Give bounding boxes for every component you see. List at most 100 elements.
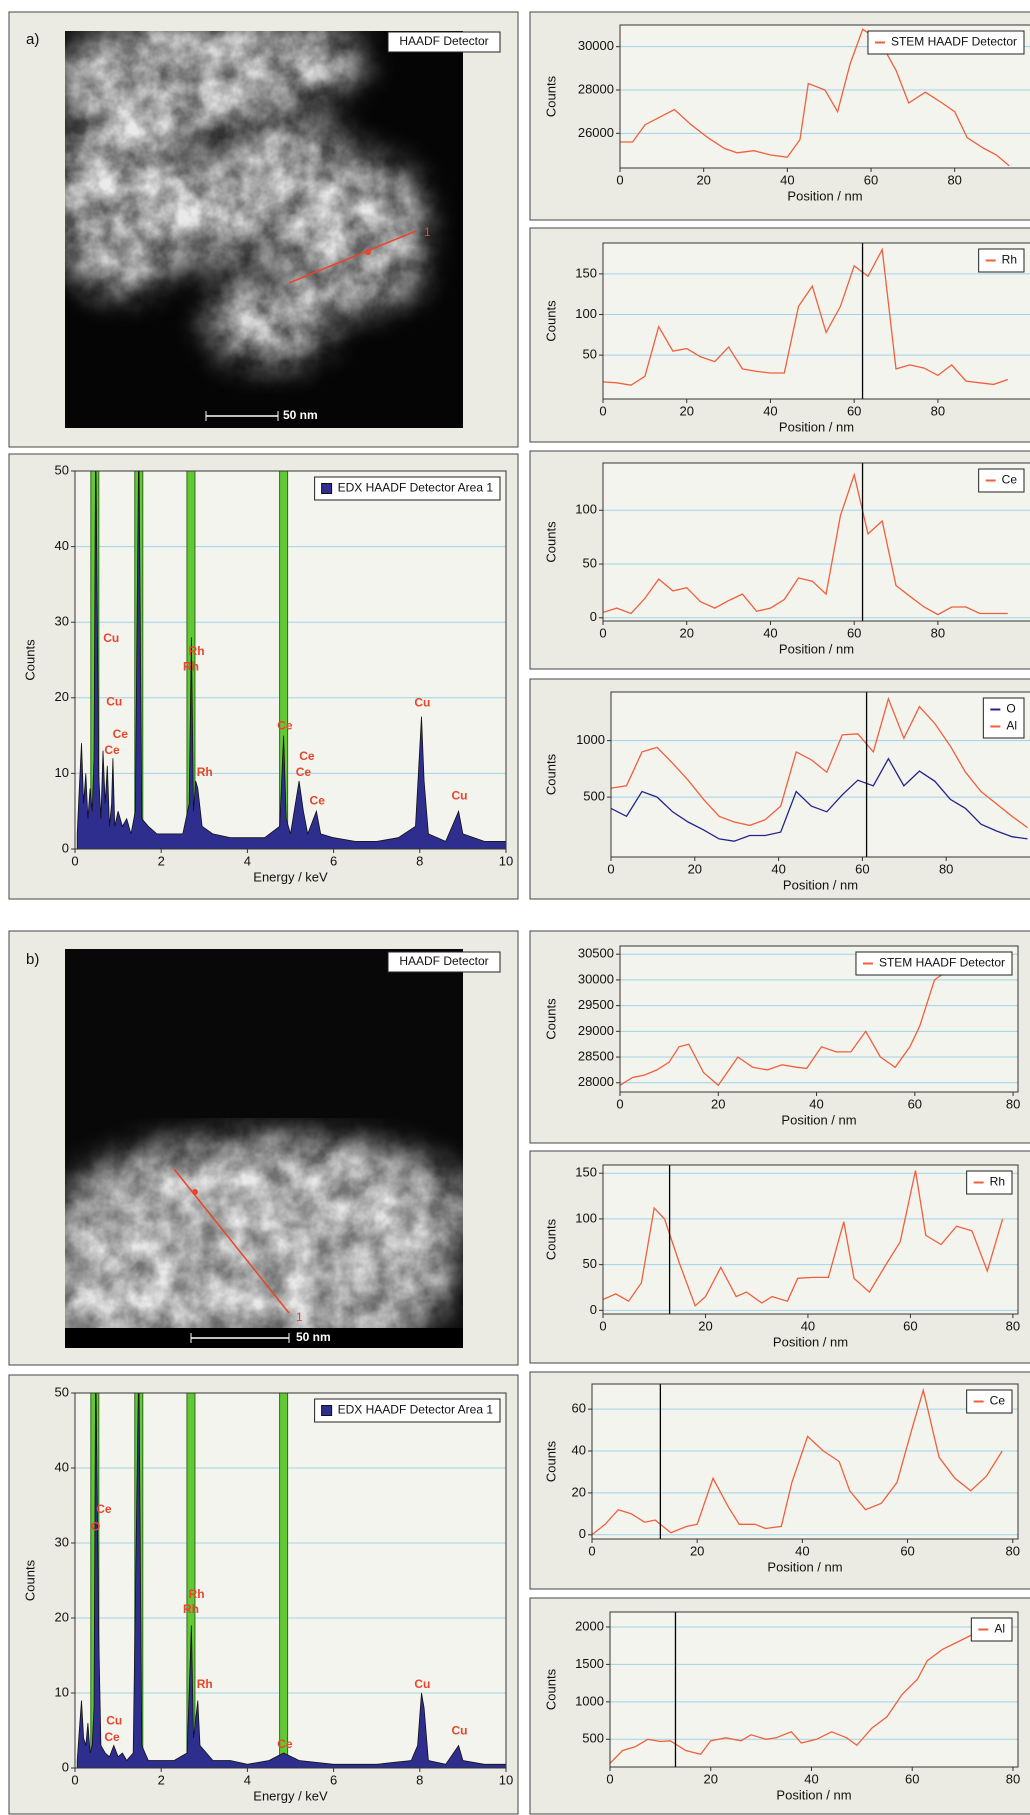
y-axis-label: Counts — [22, 639, 37, 681]
x-tick-label: 60 — [855, 861, 869, 876]
y-tick-label: 100 — [575, 306, 597, 321]
plot-area — [611, 692, 1030, 857]
x-tick-label: 60 — [900, 1543, 914, 1558]
x-tick-label: 40 — [763, 403, 777, 418]
legend-label: EDX HAADF Detector Area 1 — [338, 481, 494, 495]
x-axis-label: Position / nm — [787, 188, 862, 203]
y-axis-label: Counts — [543, 1440, 558, 1482]
y-tick-label: 50 — [583, 555, 597, 570]
y-axis-label: Counts — [543, 753, 558, 795]
x-axis-label: Position / nm — [776, 1787, 851, 1802]
x-tick-label: 10 — [499, 1772, 513, 1787]
x-axis-label: Position / nm — [779, 641, 854, 656]
x-tick-label: 0 — [616, 172, 623, 187]
x-tick-label: 0 — [599, 625, 606, 640]
peak-label: Ce — [299, 749, 315, 763]
legend: STEM HAADF Detector — [855, 951, 1013, 976]
chart: 500 1000 0 20 40 60 80 Position / nm Counts O Al — [529, 678, 1030, 900]
x-tick-label: 20 — [690, 1543, 704, 1558]
legend-box — [978, 468, 1025, 493]
plot-border — [619, 945, 1019, 1093]
plot-area — [610, 1612, 1018, 1767]
y-tick-label: 0 — [579, 1526, 586, 1541]
scale-label: 50 nm — [296, 1330, 331, 1344]
plot-area — [603, 243, 1030, 399]
x-tick-label: 0 — [607, 861, 614, 876]
y-axis-label: Counts — [543, 1668, 558, 1710]
y-tick-label: 50 — [583, 347, 597, 362]
y-tick-label: 30000 — [578, 971, 614, 986]
x-tick-label: 8 — [416, 853, 423, 868]
x-tick-label: 20 — [698, 1318, 712, 1333]
line-scan-point — [365, 249, 371, 255]
x-tick-label: 60 — [847, 403, 861, 418]
line-scan — [288, 230, 417, 284]
y-tick-label: 20 — [55, 1609, 69, 1624]
y-tick-label: 40 — [55, 1459, 69, 1474]
x-tick-label: 40 — [804, 1771, 818, 1786]
detector-label: HAADF Detector — [399, 954, 488, 968]
micrograph-texture — [65, 949, 463, 1348]
y-tick-label: 1000 — [576, 732, 605, 747]
x-tick-label: 60 — [847, 625, 861, 640]
y-tick-label: 28000 — [578, 81, 614, 96]
series-line — [620, 28, 1010, 167]
y-tick-label: 30500 — [578, 946, 614, 961]
x-tick-label: 0 — [71, 1772, 78, 1787]
chart: 0 50 100 0 20 40 60 80 Position / nm Counts Ce — [529, 450, 1030, 670]
x-tick-label: 80 — [1006, 1771, 1020, 1786]
x-tick-label: 10 — [499, 853, 513, 868]
legend: Rh — [978, 248, 1025, 273]
y-tick-label: 20 — [55, 689, 69, 704]
legend-box — [978, 248, 1025, 273]
plot-border — [619, 24, 1030, 169]
legend: Ce — [966, 1389, 1013, 1414]
y-tick-label: 50 — [55, 462, 69, 477]
chart: 0 50 100 150 0 20 40 60 80 Position / nm Counts Rh — [529, 1150, 1030, 1364]
x-tick-label: 80 — [947, 172, 961, 187]
legend-label: Al — [994, 1622, 1005, 1636]
panel-label: b) — [26, 951, 39, 968]
x-tick-label: 2 — [158, 1772, 165, 1787]
legend: EDX HAADF Detector Area 1 — [314, 1398, 501, 1423]
series-line — [592, 1387, 1003, 1536]
y-tick-label: 40 — [55, 538, 69, 553]
peak-label: Ce — [296, 765, 312, 779]
x-tick-label: 40 — [771, 861, 785, 876]
legend-swatch — [321, 483, 333, 494]
x-tick-label: 40 — [801, 1318, 815, 1333]
chart: 500 1000 1500 2000 0 20 40 60 80 Position / nm Cou… — [529, 1597, 1030, 1815]
spectrum-area — [76, 1393, 506, 1768]
peak-label: Rh — [183, 1602, 199, 1616]
peak-label: Cu — [414, 695, 430, 709]
legend: O Al — [982, 697, 1025, 739]
plot-border — [609, 1611, 1019, 1768]
y-tick-label: 60 — [572, 1401, 586, 1416]
legend-label: Rh — [990, 1175, 1005, 1189]
x-tick-label: 4 — [244, 1772, 251, 1787]
x-tick-label: 6 — [330, 1772, 337, 1787]
legend-box — [966, 1389, 1013, 1414]
y-tick-label: 10 — [55, 765, 69, 780]
detector-box — [387, 31, 501, 53]
x-tick-label: 0 — [606, 1771, 613, 1786]
x-axis-label: Position / nm — [781, 1112, 856, 1127]
legend-box — [867, 30, 1025, 55]
legend-label: O — [1006, 702, 1015, 716]
x-tick-label: 0 — [599, 403, 606, 418]
peak-label: Rh — [183, 660, 199, 674]
y-tick-label: 150 — [575, 265, 597, 280]
legend-box — [314, 476, 501, 501]
plot-area — [603, 1165, 1018, 1314]
plot-area — [603, 463, 1030, 621]
x-tick-label: 40 — [795, 1543, 809, 1558]
peak-label: Cu — [451, 788, 467, 802]
x-tick-label: 60 — [903, 1318, 917, 1333]
panel-label: a) — [26, 31, 39, 48]
y-axis-label: Counts — [543, 300, 558, 342]
detector-box — [387, 951, 501, 973]
legend-box — [855, 951, 1013, 976]
peak-label: Cu — [103, 631, 119, 645]
peak-label: Ce — [96, 1502, 112, 1516]
